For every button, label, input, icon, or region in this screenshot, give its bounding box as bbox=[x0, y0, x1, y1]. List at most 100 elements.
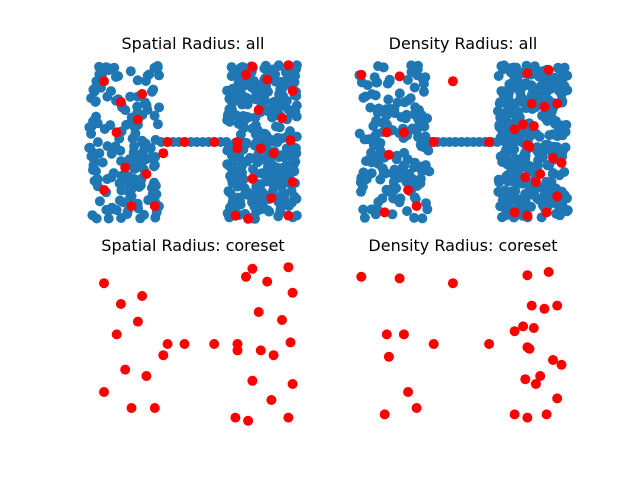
background-point bbox=[542, 139, 553, 150]
coreset-point bbox=[283, 412, 294, 423]
coreset-point bbox=[403, 185, 414, 195]
background-point bbox=[506, 186, 517, 197]
background-point bbox=[250, 120, 261, 131]
coreset-point bbox=[158, 350, 169, 361]
coreset-point bbox=[277, 113, 287, 123]
coreset-point bbox=[379, 207, 390, 218]
coreset-point bbox=[522, 210, 533, 221]
coreset-point bbox=[111, 329, 122, 340]
background-point bbox=[508, 170, 519, 181]
coreset-point bbox=[356, 271, 367, 282]
background-point bbox=[291, 64, 301, 75]
background-point bbox=[554, 210, 565, 221]
background-point bbox=[399, 147, 410, 158]
coreset-point bbox=[520, 374, 531, 385]
coreset-point bbox=[287, 85, 298, 96]
background-point bbox=[286, 167, 296, 178]
background-point bbox=[395, 193, 406, 204]
coreset-point bbox=[556, 157, 567, 168]
background-point bbox=[268, 97, 279, 107]
coreset-point bbox=[111, 127, 122, 138]
coreset-point bbox=[255, 345, 266, 356]
background-point bbox=[240, 189, 250, 200]
coreset-point bbox=[541, 409, 552, 420]
coreset-point bbox=[179, 339, 190, 349]
background-point bbox=[359, 134, 370, 145]
coreset-point bbox=[528, 121, 539, 131]
coreset-point bbox=[541, 207, 552, 218]
background-point bbox=[89, 156, 100, 166]
coreset-point bbox=[398, 329, 409, 340]
background-point bbox=[406, 66, 417, 77]
background-point bbox=[417, 161, 428, 172]
background-point bbox=[275, 177, 286, 188]
background-point bbox=[87, 210, 98, 221]
coreset-point bbox=[526, 300, 537, 311]
background-point bbox=[492, 137, 503, 147]
background-point bbox=[289, 191, 300, 202]
coreset-point bbox=[535, 371, 546, 381]
coreset-point bbox=[209, 339, 220, 349]
coreset-point bbox=[285, 337, 296, 348]
coreset-point bbox=[230, 210, 241, 221]
background-point bbox=[415, 178, 426, 189]
background-point bbox=[409, 82, 420, 93]
background-point bbox=[84, 142, 95, 153]
background-point bbox=[225, 188, 236, 199]
background-point bbox=[290, 156, 301, 167]
background-point bbox=[273, 211, 284, 222]
background-point bbox=[358, 204, 369, 215]
background-point bbox=[359, 173, 370, 184]
coreset-point bbox=[522, 342, 533, 353]
background-point bbox=[259, 128, 270, 139]
background-point bbox=[377, 163, 388, 174]
background-point bbox=[502, 100, 513, 111]
background-point bbox=[372, 77, 383, 88]
background-point bbox=[148, 84, 159, 95]
background-point bbox=[103, 213, 114, 224]
coreset-point bbox=[99, 278, 109, 289]
background-point bbox=[391, 154, 402, 165]
background-point bbox=[409, 109, 420, 120]
coreset-point bbox=[247, 375, 258, 386]
background-point bbox=[359, 212, 370, 223]
background-point bbox=[557, 120, 568, 131]
background-point bbox=[225, 171, 236, 181]
background-point bbox=[105, 120, 116, 131]
coreset-point bbox=[277, 315, 287, 325]
panel-density-coreset: Density Radius: coreset bbox=[356, 236, 567, 423]
background-point bbox=[411, 126, 422, 137]
background-point bbox=[84, 122, 95, 133]
coreset-point bbox=[509, 409, 520, 420]
background-point bbox=[517, 93, 528, 104]
coreset-point bbox=[403, 387, 414, 397]
background-point bbox=[91, 76, 102, 87]
background-point bbox=[245, 153, 256, 164]
coreset-point bbox=[509, 207, 520, 218]
background-point bbox=[511, 195, 522, 206]
coreset-point bbox=[268, 350, 279, 361]
background-point bbox=[274, 122, 285, 133]
background-point bbox=[370, 90, 381, 101]
background-point bbox=[520, 195, 531, 206]
coreset-point bbox=[522, 270, 533, 281]
background-point bbox=[97, 157, 108, 168]
background-point bbox=[521, 60, 532, 71]
panel-title: Density Radius: coreset bbox=[368, 236, 557, 255]
background-point bbox=[356, 77, 367, 88]
scatter-plot-area bbox=[84, 60, 302, 224]
scatter-plot-area bbox=[99, 262, 298, 426]
coreset-point bbox=[356, 69, 367, 80]
background-point bbox=[221, 137, 232, 147]
coreset-point bbox=[162, 137, 173, 147]
coreset-point bbox=[556, 359, 567, 370]
coreset-point bbox=[132, 316, 143, 327]
background-point bbox=[542, 160, 553, 171]
coreset-point bbox=[381, 127, 392, 138]
background-point bbox=[267, 173, 278, 184]
background-point bbox=[106, 172, 117, 183]
background-point bbox=[418, 78, 429, 89]
coreset-point bbox=[552, 300, 563, 311]
coreset-point bbox=[247, 173, 258, 184]
background-point bbox=[400, 113, 411, 124]
